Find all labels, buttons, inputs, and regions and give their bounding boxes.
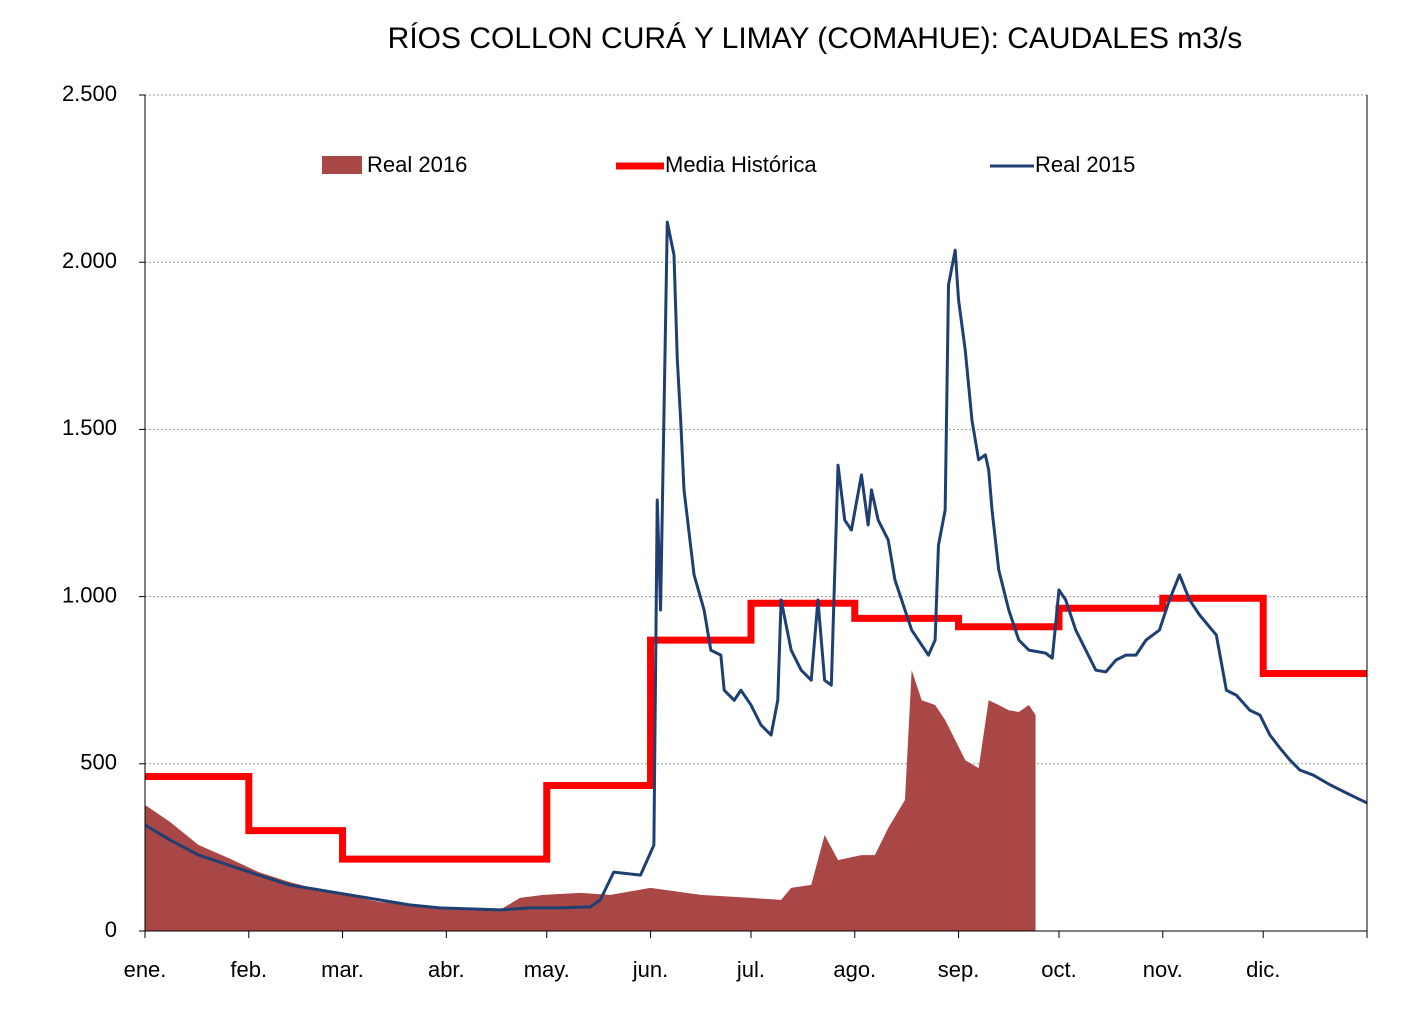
- x-tick-label: ago.: [833, 957, 876, 982]
- legend-label: Real 2016: [367, 152, 467, 177]
- x-tick-label: feb.: [230, 957, 267, 982]
- y-tick-label: 1.000: [62, 582, 117, 607]
- x-tick-label: abr.: [428, 957, 465, 982]
- x-tick-label: nov.: [1143, 957, 1183, 982]
- x-tick-label: may.: [524, 957, 570, 982]
- line: [144, 220, 1368, 912]
- y-tick-label: 0: [105, 917, 117, 942]
- x-tick-label: ene.: [124, 957, 167, 982]
- x-tick-label: dic.: [1246, 957, 1280, 982]
- x-tick-label: jul.: [736, 957, 765, 982]
- chart-title: RÍOS COLLON CURÁ Y LIMAY (COMAHUE): CAUD…: [388, 22, 1243, 55]
- y-tick-label: 1.500: [62, 415, 117, 440]
- x-tick-label: oct.: [1041, 957, 1076, 982]
- y-tick-label: 2.000: [62, 248, 117, 273]
- y-tick-label: 500: [80, 750, 117, 775]
- legend-label: Real 2015: [1035, 152, 1135, 177]
- legend-swatch: [322, 156, 362, 174]
- y-tick-label: 2.500: [62, 81, 117, 106]
- x-tick-label: sep.: [938, 957, 980, 982]
- legend-label: Media Histórica: [665, 152, 817, 177]
- x-tick-label: jun.: [632, 957, 668, 982]
- area: [145, 670, 1036, 931]
- step-line: [145, 594, 1367, 863]
- x-tick-label: mar.: [321, 957, 364, 982]
